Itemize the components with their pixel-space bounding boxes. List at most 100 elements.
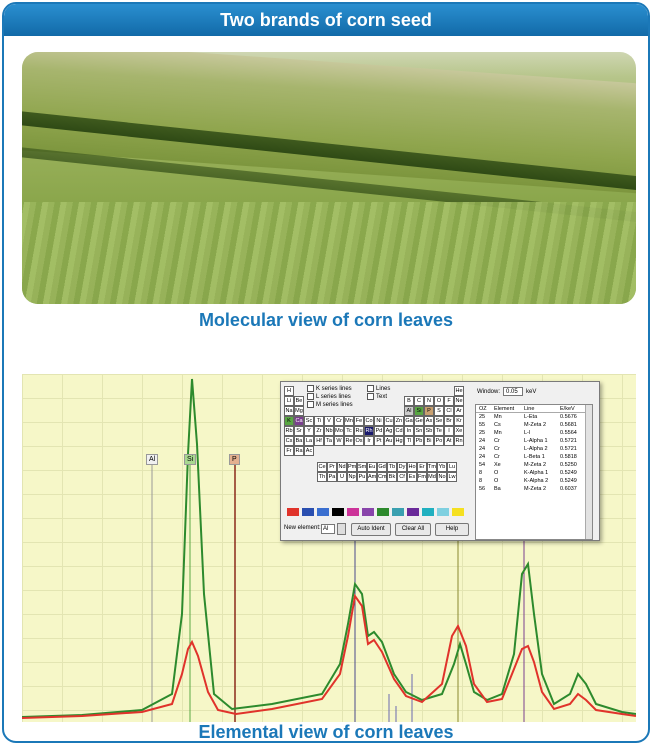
checkbox-box[interactable] <box>367 385 374 392</box>
color-swatch[interactable] <box>332 508 344 516</box>
element-cell-rb[interactable]: Rb <box>284 426 294 436</box>
element-cell-fe[interactable]: Fe <box>354 416 364 426</box>
element-cell-se[interactable]: Se <box>434 416 444 426</box>
element-cell-bi[interactable]: Bi <box>424 436 434 446</box>
element-cell-cs[interactable]: Cs <box>284 436 294 446</box>
element-cell-sb[interactable]: Sb <box>424 426 434 436</box>
element-cell-kr[interactable]: Kr <box>454 416 464 426</box>
element-cell-al[interactable]: Al <box>404 406 414 416</box>
spinner-icon[interactable] <box>337 523 346 535</box>
element-cell-pd[interactable]: Pd <box>374 426 384 436</box>
element-cell-br[interactable]: Br <box>444 416 454 426</box>
element-cell-si[interactable]: Si <box>414 406 424 416</box>
element-cell-ho[interactable]: Ho <box>407 462 417 472</box>
checkbox-box[interactable] <box>367 393 374 400</box>
element-cell-b[interactable]: B <box>404 396 414 406</box>
element-cell-pb[interactable]: Pb <box>414 436 424 446</box>
element-cell-y[interactable]: Y <box>304 426 314 436</box>
table-row[interactable]: 56 Ba M-Zeta 2 0.6037 <box>476 485 592 493</box>
table-row[interactable]: 8 O K-Alpha 2 0.5249 <box>476 477 592 485</box>
element-cell-cl[interactable]: Cl <box>444 406 454 416</box>
element-cell-xe[interactable]: Xe <box>454 426 464 436</box>
element-cell-gd[interactable]: Gd <box>377 462 387 472</box>
color-swatch[interactable] <box>287 508 299 516</box>
element-cell-cr[interactable]: Cr <box>334 416 344 426</box>
element-cell-zn[interactable]: Zn <box>394 416 404 426</box>
element-cell-bk[interactable]: Bk <box>387 472 397 482</box>
element-cell-h[interactable]: H <box>284 386 294 396</box>
element-cell-cm[interactable]: Cm <box>377 472 387 482</box>
element-cell-ce[interactable]: Ce <box>317 462 327 472</box>
element-cell-lw[interactable]: Lw <box>447 472 457 482</box>
element-cell-th[interactable]: Th <box>317 472 327 482</box>
element-cell-pr[interactable]: Pr <box>327 462 337 472</box>
element-cell-po[interactable]: Po <box>434 436 444 446</box>
element-cell-f[interactable]: F <box>444 396 454 406</box>
element-cell-ni[interactable]: Ni <box>374 416 384 426</box>
lines-checkbox[interactable]: Lines <box>367 385 390 392</box>
element-cell-lu[interactable]: Lu <box>447 462 457 472</box>
element-cell-cu[interactable]: Cu <box>384 416 394 426</box>
element-cell-ga[interactable]: Ga <box>404 416 414 426</box>
element-cell-sr[interactable]: Sr <box>294 426 304 436</box>
element-cell-mo[interactable]: Mo <box>334 426 344 436</box>
element-cell-as[interactable]: As <box>424 416 434 426</box>
checkbox-box[interactable] <box>307 385 314 392</box>
k-series-checkbox[interactable]: K series lines <box>307 385 352 392</box>
table-scrollbar[interactable] <box>585 405 592 539</box>
element-cell-pa[interactable]: Pa <box>327 472 337 482</box>
color-swatch[interactable] <box>317 508 329 516</box>
element-cell-sm[interactable]: Sm <box>357 462 367 472</box>
element-cell-ne[interactable]: Ne <box>454 396 464 406</box>
element-cell-li[interactable]: Li <box>284 396 294 406</box>
element-cell-os[interactable]: Os <box>354 436 364 446</box>
element-cell-p[interactable]: P <box>424 406 434 416</box>
table-row[interactable]: 54 Xe M-Zeta 2 0.5250 <box>476 461 592 469</box>
color-swatch[interactable] <box>422 508 434 516</box>
color-swatch[interactable] <box>347 508 359 516</box>
element-cell-sc[interactable]: Sc <box>304 416 314 426</box>
window-input[interactable]: 0.05 <box>503 387 524 396</box>
element-cell-pt[interactable]: Pt <box>374 436 384 446</box>
element-cell-o[interactable]: O <box>434 396 444 406</box>
element-cell-pm[interactable]: Pm <box>347 462 357 472</box>
table-row[interactable]: 24 Cr L-Beta 1 0.5818 <box>476 453 592 461</box>
color-swatch[interactable] <box>392 508 404 516</box>
element-cell-co[interactable]: Co <box>364 416 374 426</box>
element-cell-no[interactable]: No <box>437 472 447 482</box>
element-cell-er[interactable]: Er <box>417 462 427 472</box>
element-cell-np[interactable]: Np <box>347 472 357 482</box>
element-cell-ag[interactable]: Ag <box>384 426 394 436</box>
table-row[interactable]: 25 Mn L-l 0.5564 <box>476 429 592 437</box>
element-cell-v[interactable]: V <box>324 416 334 426</box>
element-cell-au[interactable]: Au <box>384 436 394 446</box>
element-cell-sn[interactable]: Sn <box>414 426 424 436</box>
element-cell-ba[interactable]: Ba <box>294 436 304 446</box>
table-row[interactable]: 24 Cr L-Alpha 1 0.5721 <box>476 437 592 445</box>
element-cell-in[interactable]: In <box>404 426 414 436</box>
color-swatch[interactable] <box>377 508 389 516</box>
element-cell-s[interactable]: S <box>434 406 444 416</box>
element-cell-fr[interactable]: Fr <box>284 446 294 456</box>
checkbox-box[interactable] <box>307 393 314 400</box>
color-swatch[interactable] <box>437 508 449 516</box>
m-series-checkbox[interactable]: M series lines <box>307 401 353 408</box>
element-cell-u[interactable]: U <box>337 472 347 482</box>
element-cell-es[interactable]: Es <box>407 472 417 482</box>
table-row[interactable]: 8 O K-Alpha 1 0.5249 <box>476 469 592 477</box>
element-cell-cd[interactable]: Cd <box>394 426 404 436</box>
element-cell-pu[interactable]: Pu <box>357 472 367 482</box>
element-cell-ti[interactable]: Ti <box>314 416 324 426</box>
element-cell-nd[interactable]: Nd <box>337 462 347 472</box>
auto-ident-button[interactable]: Auto Ident <box>351 523 391 536</box>
element-cell-ca[interactable]: Ca <box>294 416 304 426</box>
element-cell-cf[interactable]: Cf <box>397 472 407 482</box>
element-cell-tb[interactable]: Tb <box>387 462 397 472</box>
color-swatch[interactable] <box>407 508 419 516</box>
table-row[interactable]: 55 Cs M-Zeta 2 0.5681 <box>476 421 592 429</box>
help-button[interactable]: Help <box>435 523 469 536</box>
element-cell-yb[interactable]: Yb <box>437 462 447 472</box>
element-cell-la[interactable]: La <box>304 436 314 446</box>
new-element-input[interactable]: Al <box>321 524 335 534</box>
element-cell-am[interactable]: Am <box>367 472 377 482</box>
